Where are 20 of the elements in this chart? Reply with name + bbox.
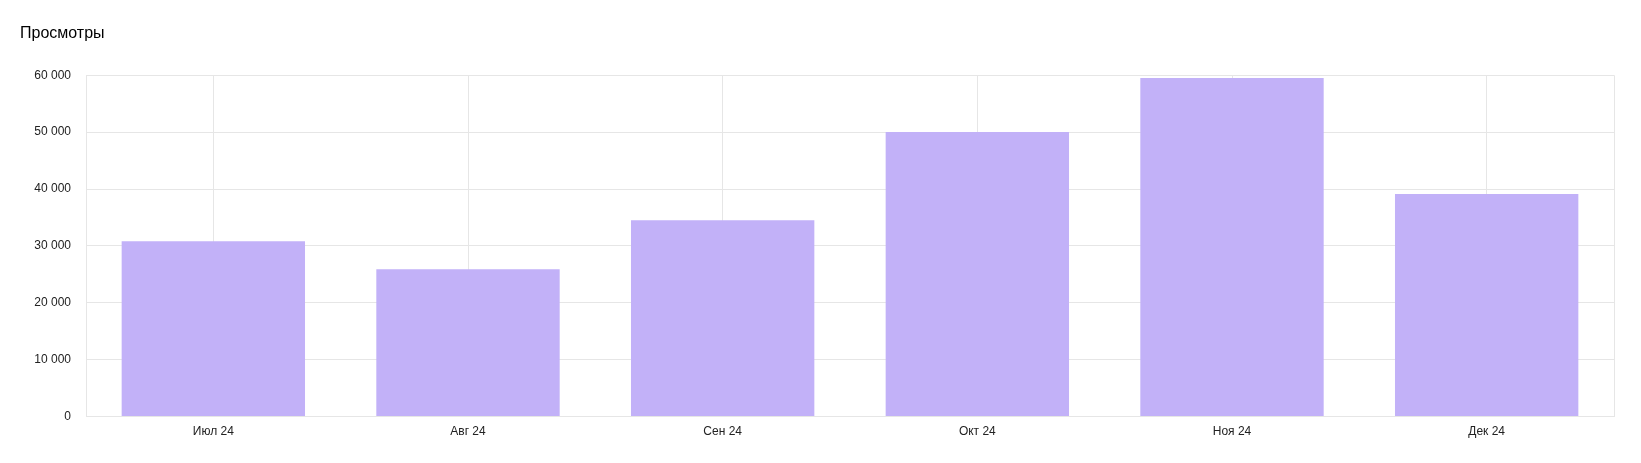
x-tick-label: Авг 24: [450, 424, 487, 439]
x-tick-label: Ноя 24: [1212, 424, 1252, 439]
bar: [885, 132, 1070, 417]
bar: [121, 241, 306, 417]
x-tick-label: Окт 24: [958, 424, 997, 439]
bar: [376, 269, 560, 417]
y-tick-label: 60 000: [34, 67, 72, 82]
y-tick-label: 40 000: [34, 181, 72, 196]
x-tick-label: Дек 24: [1468, 424, 1506, 439]
bar: [630, 220, 815, 417]
y-tick-label: 10 000: [34, 352, 72, 367]
bar: [1394, 194, 1579, 417]
bar: [1140, 78, 1324, 417]
x-tick-label: Июл 24: [192, 424, 235, 439]
y-tick-label: 50 000: [34, 124, 72, 139]
y-tick-label: 0: [64, 408, 72, 423]
x-tick-label: Сен 24: [703, 424, 743, 439]
y-tick-label: 20 000: [34, 295, 72, 310]
y-tick-label: 30 000: [34, 238, 72, 253]
chart-title: Просмотры: [20, 24, 105, 42]
